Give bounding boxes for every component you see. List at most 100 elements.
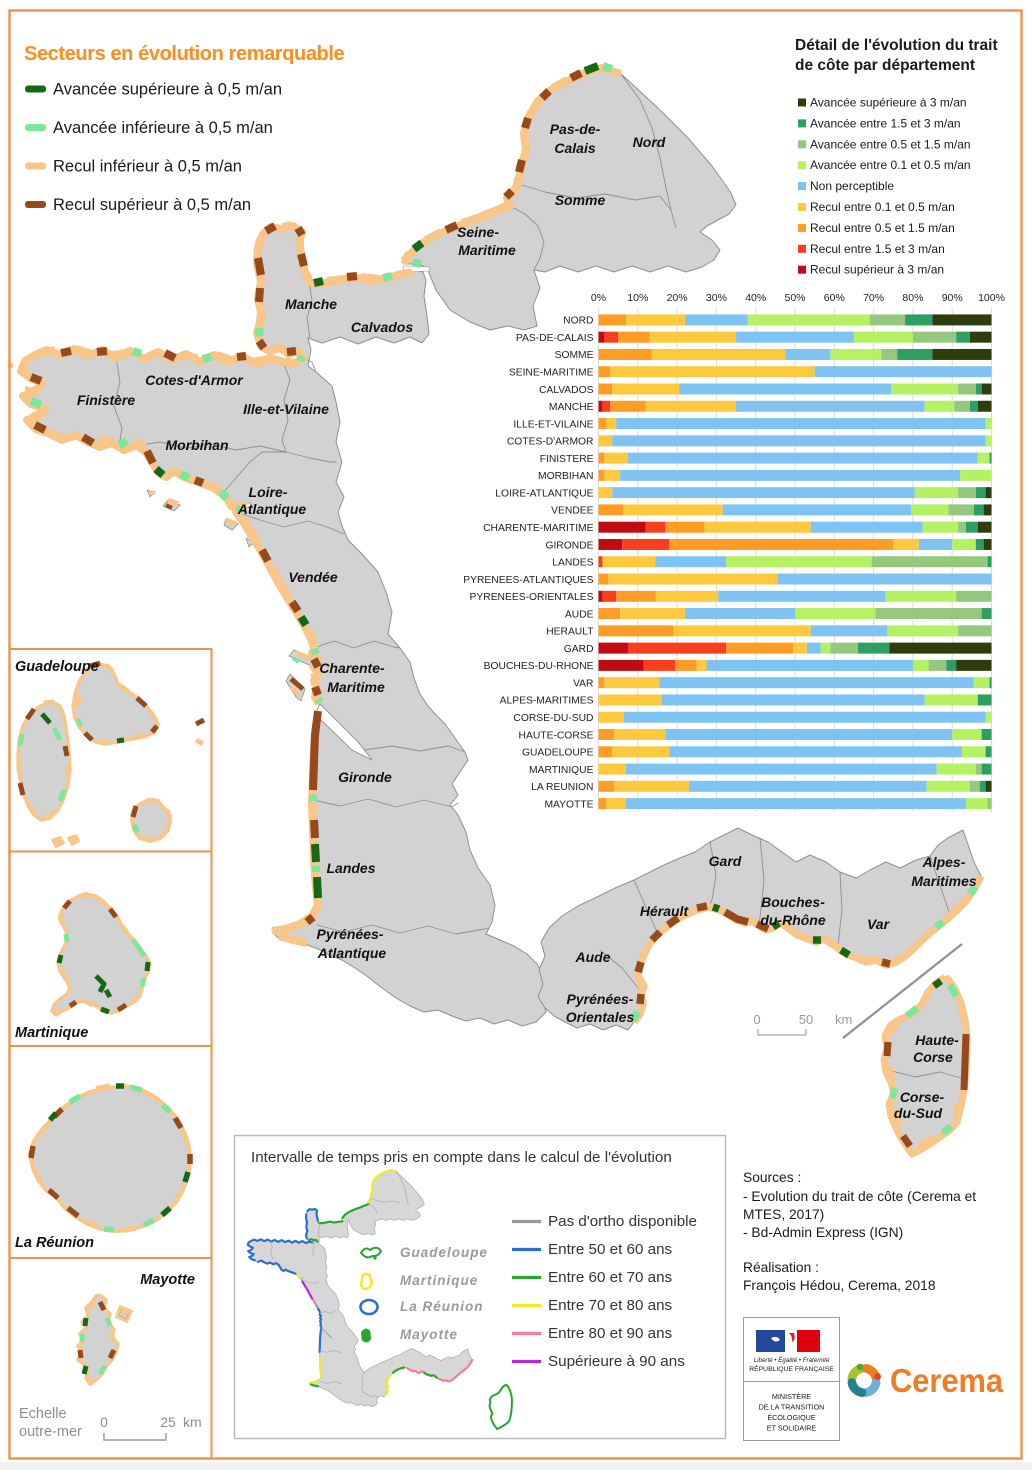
svg-text:Supérieure à 90 ans: Supérieure à 90 ans xyxy=(548,1353,685,1370)
svg-text:Corse: Corse xyxy=(913,1049,953,1065)
svg-text:Somme: Somme xyxy=(555,192,606,208)
svg-text:PYRENEES-ORIENTALES: PYRENEES-ORIENTALES xyxy=(470,592,594,603)
svg-text:ALPES-MARITIMES: ALPES-MARITIMES xyxy=(500,696,594,707)
svg-text:Entre 70 et 80 ans: Entre 70 et 80 ans xyxy=(548,1297,673,1314)
svg-text:70%: 70% xyxy=(863,292,884,304)
svg-text:km: km xyxy=(835,1012,852,1027)
svg-text:MTES, 2017): MTES, 2017) xyxy=(743,1207,824,1222)
svg-text:Maritimes: Maritimes xyxy=(911,873,977,889)
svg-text:ÉCOLOGIQUE: ÉCOLOGIQUE xyxy=(767,1413,816,1422)
svg-text:RÉPUBLIQUE FRANÇAISE: RÉPUBLIQUE FRANÇAISE xyxy=(749,1364,834,1373)
svg-text:100%: 100% xyxy=(978,292,1005,304)
svg-text:Bouches-: Bouches- xyxy=(761,894,825,910)
svg-text:Guadeloupe: Guadeloupe xyxy=(400,1245,488,1260)
svg-text:Finistère: Finistère xyxy=(77,392,136,408)
svg-text:MARTINIQUE: MARTINIQUE xyxy=(529,765,594,776)
svg-text:Var: Var xyxy=(867,916,891,932)
svg-text:AUDE: AUDE xyxy=(565,609,594,620)
svg-text:Pyrénées-: Pyrénées- xyxy=(317,926,384,942)
svg-text:ILLE-ET-VILAINE: ILLE-ET-VILAINE xyxy=(513,419,593,430)
svg-text:Mayotte: Mayotte xyxy=(140,1272,195,1288)
svg-text:Avancée inférieure à 0,5 m/an: Avancée inférieure à 0,5 m/an xyxy=(53,119,273,137)
svg-text:40%: 40% xyxy=(745,292,766,304)
svg-text:PYRENEES-ATLANTIQUES: PYRENEES-ATLANTIQUES xyxy=(463,575,593,586)
svg-text:Recul entre 0.1 et 0.5 m/an: Recul entre 0.1 et 0.5 m/an xyxy=(810,200,955,214)
svg-text:Guadeloupe: Guadeloupe xyxy=(15,659,99,675)
svg-text:du-Rhône: du-Rhône xyxy=(760,912,826,928)
svg-text:Vendée: Vendée xyxy=(288,569,337,585)
svg-text:Pyrénées-: Pyrénées- xyxy=(567,991,634,1007)
svg-text:Gironde: Gironde xyxy=(338,769,392,785)
svg-text:90%: 90% xyxy=(942,292,963,304)
svg-text:Détail de l'évolution du trait: Détail de l'évolution du trait xyxy=(795,37,998,54)
svg-text:Avancée entre 0.5 et 1.5 m/an: Avancée entre 0.5 et 1.5 m/an xyxy=(810,137,971,151)
svg-text:60%: 60% xyxy=(824,292,845,304)
svg-text:- Evolution du trait de côte (: - Evolution du trait de côte (Cerema et xyxy=(743,1189,976,1204)
svg-text:Intervalle de temps pris en co: Intervalle de temps pris en compte dans … xyxy=(251,1149,672,1166)
svg-text:Mayotte: Mayotte xyxy=(400,1327,458,1342)
svg-text:Recul supérieur à 0,5 m/an: Recul supérieur à 0,5 m/an xyxy=(53,196,251,214)
svg-text:0: 0 xyxy=(753,1012,760,1027)
svg-text:Calvados: Calvados xyxy=(351,319,413,335)
svg-text:NORD: NORD xyxy=(563,316,593,327)
svg-text:Cerema: Cerema xyxy=(890,1362,1004,1399)
svg-text:SOMME: SOMME xyxy=(555,350,594,361)
svg-text:Recul entre 0.5 et 1.5 m/an: Recul entre 0.5 et 1.5 m/an xyxy=(810,221,955,235)
svg-text:COTES-D'ARMOR: COTES-D'ARMOR xyxy=(507,437,594,448)
svg-text:Sources :: Sources : xyxy=(743,1170,801,1185)
svg-text:Gard: Gard xyxy=(709,853,742,869)
svg-text:ET SOLIDAIRE: ET SOLIDAIRE xyxy=(767,1424,817,1433)
svg-text:Charente-: Charente- xyxy=(319,660,385,676)
svg-text:VENDEE: VENDEE xyxy=(551,506,593,517)
svg-text:Corse-: Corse- xyxy=(900,1089,945,1105)
svg-text:0%: 0% xyxy=(591,292,606,304)
svg-text:HAUTE-CORSE: HAUTE-CORSE xyxy=(519,730,594,741)
svg-text:CHARENTE-MARITIME: CHARENTE-MARITIME xyxy=(483,523,594,534)
svg-text:Maritime: Maritime xyxy=(327,679,385,695)
svg-text:Seine-: Seine- xyxy=(457,224,499,240)
svg-text:Réalisation :: Réalisation : xyxy=(743,1260,819,1275)
svg-text:Pas d'ortho disponible: Pas d'ortho disponible xyxy=(548,1213,697,1230)
svg-text:Cotes-d'Armor: Cotes-d'Armor xyxy=(145,372,244,388)
svg-text:25: 25 xyxy=(160,1414,176,1430)
svg-text:Echelle: Echelle xyxy=(19,1406,67,1422)
svg-text:CALVADOS: CALVADOS xyxy=(539,385,594,396)
svg-text:VAR: VAR xyxy=(573,679,593,690)
svg-text:10%: 10% xyxy=(627,292,648,304)
svg-text:outre-mer: outre-mer xyxy=(19,1424,82,1440)
svg-text:MAYOTTE: MAYOTTE xyxy=(544,799,593,810)
svg-text:Loire-: Loire- xyxy=(249,484,288,500)
svg-text:Recul inférieur à 0,5 m/an: Recul inférieur à 0,5 m/an xyxy=(53,158,242,176)
svg-text:SEINE-MARITIME: SEINE-MARITIME xyxy=(509,368,594,379)
svg-text:50%: 50% xyxy=(784,292,805,304)
svg-text:du-Sud: du-Sud xyxy=(894,1105,943,1121)
svg-text:Recul entre 1.5 et 3 m/an: Recul entre 1.5 et 3 m/an xyxy=(810,242,945,256)
svg-text:Landes: Landes xyxy=(326,860,375,876)
svg-text:Martinique: Martinique xyxy=(400,1273,478,1288)
svg-text:Hérault: Hérault xyxy=(640,903,690,919)
svg-text:Morbihan: Morbihan xyxy=(166,437,229,453)
svg-text:Manche: Manche xyxy=(285,296,337,312)
svg-text:GUADELOUPE: GUADELOUPE xyxy=(522,748,594,759)
svg-text:Non perceptible: Non perceptible xyxy=(810,179,894,193)
svg-text:Entre 60 et 70 ans: Entre 60 et 70 ans xyxy=(548,1269,673,1286)
svg-text:BOUCHES-DU-RHONE: BOUCHES-DU-RHONE xyxy=(484,661,594,672)
svg-text:MANCHE: MANCHE xyxy=(549,402,594,413)
svg-text:DE LA TRANSITION: DE LA TRANSITION xyxy=(759,1403,825,1412)
svg-text:GARD: GARD xyxy=(564,644,594,655)
svg-text:Secteurs en évolution remarqua: Secteurs en évolution remarquable xyxy=(24,43,345,65)
svg-text:Avancée entre 1.5 et 3 m/an: Avancée entre 1.5 et 3 m/an xyxy=(810,116,961,130)
svg-text:CORSE-DU-SUD: CORSE-DU-SUD xyxy=(513,713,593,724)
svg-text:Ille-et-Vilaine: Ille-et-Vilaine xyxy=(243,401,329,417)
svg-text:Recul supérieur à 3 m/an: Recul supérieur à 3 m/an xyxy=(810,263,944,277)
svg-text:de côte par département: de côte par département xyxy=(795,57,975,74)
svg-text:LANDES: LANDES xyxy=(552,558,593,569)
svg-text:50: 50 xyxy=(799,1012,813,1027)
svg-text:Alpes-: Alpes- xyxy=(922,854,966,870)
svg-text:80%: 80% xyxy=(902,292,923,304)
svg-text:Entre 50 et 60 ans: Entre 50 et 60 ans xyxy=(548,1241,673,1258)
svg-text:HERAULT: HERAULT xyxy=(546,627,594,638)
svg-text:Liberté • Égalité • Fraternité: Liberté • Égalité • Fraternité xyxy=(754,1357,830,1364)
svg-text:PAS-DE-CALAIS: PAS-DE-CALAIS xyxy=(516,333,594,344)
svg-text:MINISTÈRE: MINISTÈRE xyxy=(772,1392,811,1401)
